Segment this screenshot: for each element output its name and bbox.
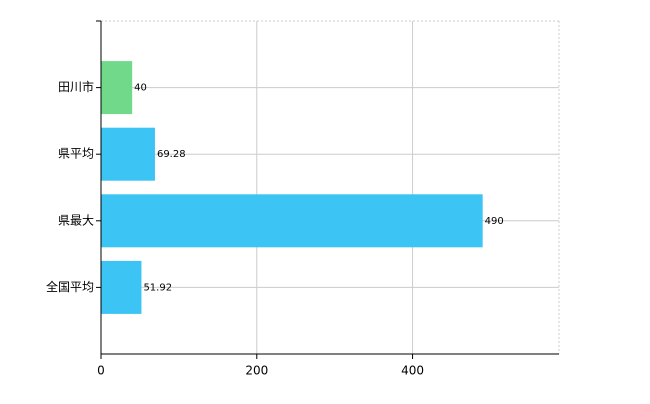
y-tick-label: 県平均 xyxy=(58,147,94,161)
value-label: 490 xyxy=(485,216,504,227)
value-label: 51.92 xyxy=(143,282,172,293)
y-tick-label: 全国平均 xyxy=(46,279,94,294)
value-label: 69.28 xyxy=(157,149,186,160)
bar xyxy=(101,127,155,181)
bar xyxy=(101,194,483,248)
x-tick-label: 400 xyxy=(401,364,424,378)
x-tick-label: 0 xyxy=(97,364,105,378)
bar xyxy=(101,61,133,115)
bar xyxy=(101,260,142,314)
y-tick-label: 県最大 xyxy=(58,213,94,227)
y-tick-label: 田川市 xyxy=(58,79,94,94)
value-label: 40 xyxy=(134,83,147,94)
x-tick-label: 200 xyxy=(245,364,268,378)
